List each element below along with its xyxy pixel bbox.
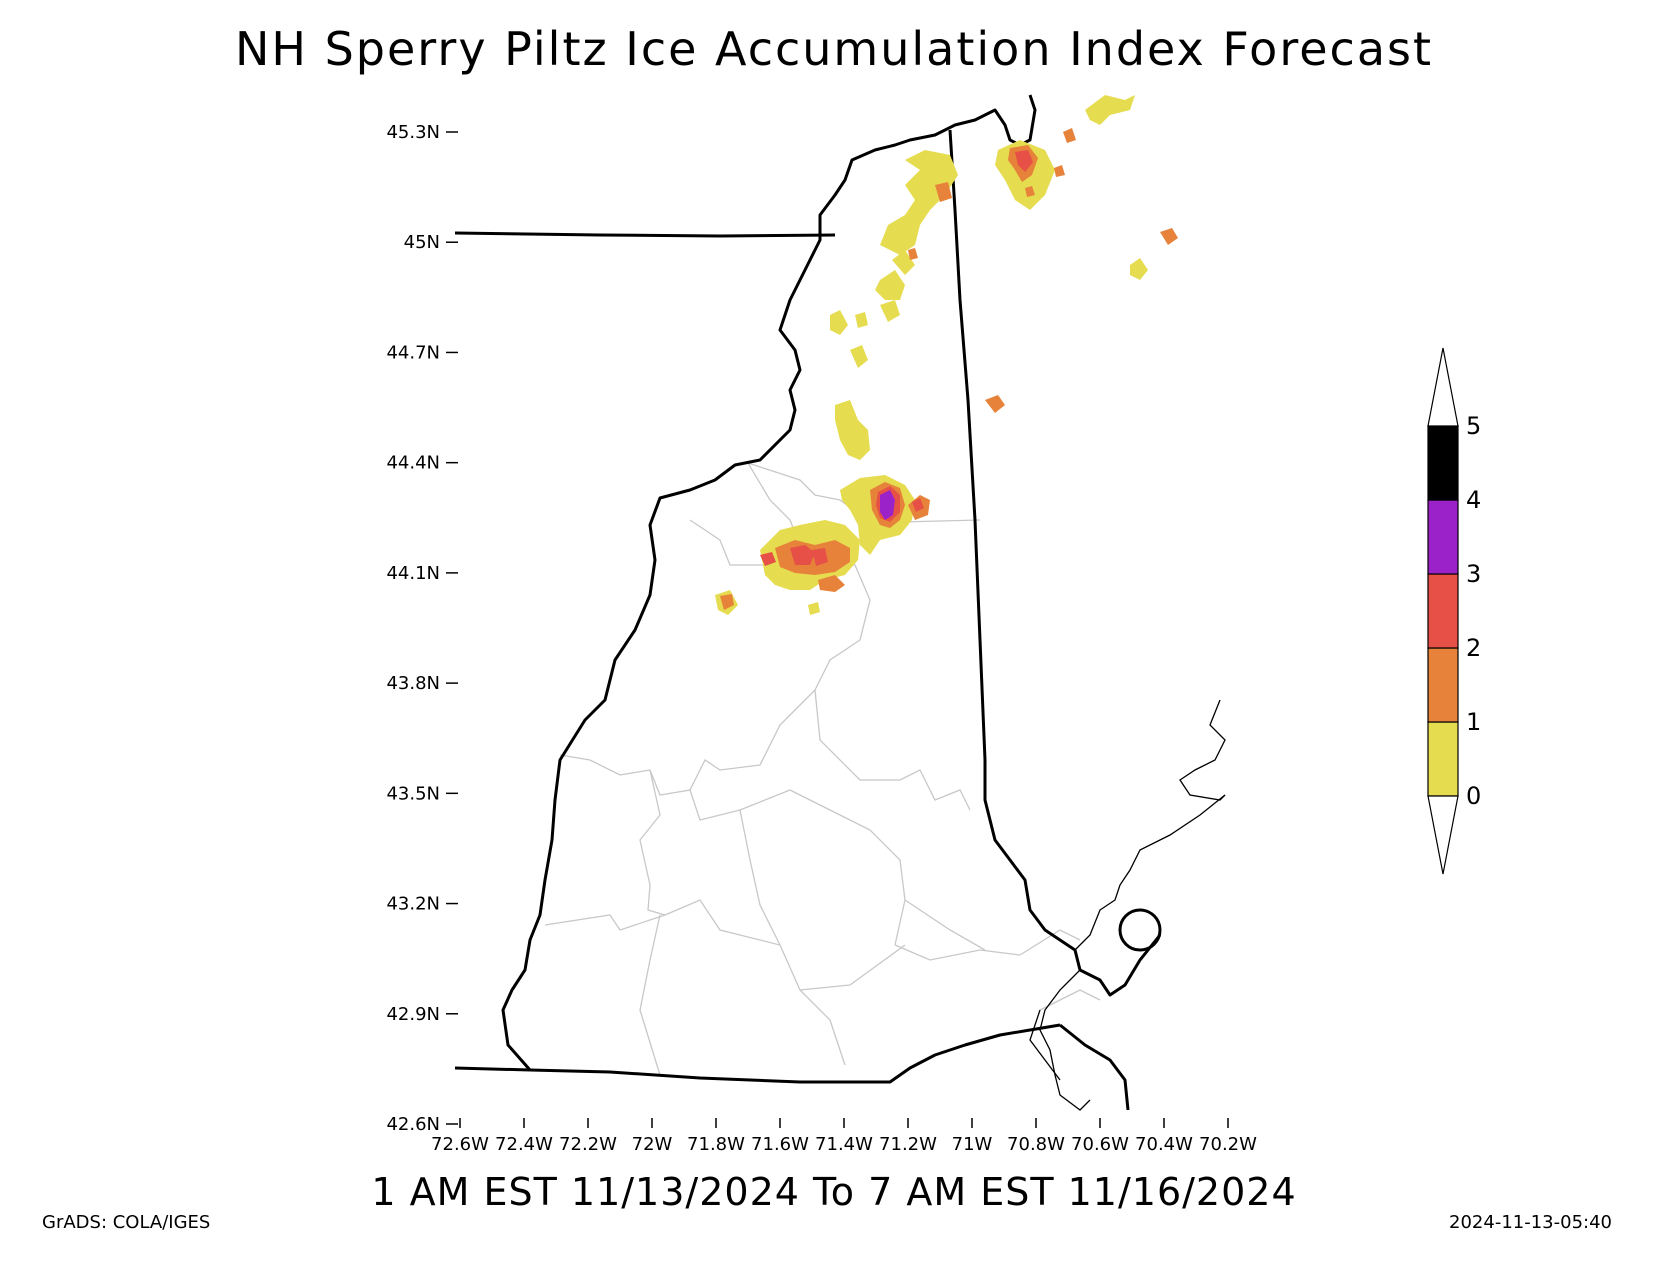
lon-tick-label: 72W xyxy=(632,1134,673,1155)
coastline xyxy=(1029,699,1226,1111)
colorbar-max-arrow xyxy=(1427,347,1459,427)
map-title: NH Sperry Piltz Ice Accumulation Index F… xyxy=(234,22,1434,76)
lon-tick-label: 71.6W xyxy=(751,1134,809,1155)
colorbar-label: 4 xyxy=(1466,486,1481,514)
lon-tick-label: 71.2W xyxy=(879,1134,937,1155)
lat-tick-label: 42.9N xyxy=(386,1004,440,1025)
lat-tick-label: 45.3N xyxy=(386,122,440,143)
latitude-axis: 45.3N 45N 44.7N 44.4N 44.1N 43.8N 43.5N 43.2N 42… xyxy=(386,122,458,1135)
contour-level-3 xyxy=(880,490,895,520)
lat-tick-label: 44.1N xyxy=(386,563,440,584)
ice-accumulation-contours xyxy=(715,95,1178,615)
colorbar: 0 1 2 3 4 5 xyxy=(1427,347,1481,875)
colorbar-label: 3 xyxy=(1466,560,1481,588)
lon-tick-label: 71.8W xyxy=(687,1134,745,1155)
longitude-axis: 72.6W 72.4W 72.2W 72W 71.8W 71.6W 71.4W 71.2W 71… xyxy=(431,1118,1257,1155)
colorbar-swatch xyxy=(1427,647,1459,723)
lat-tick-label: 43.2N xyxy=(386,894,440,915)
lon-tick-label: 72.6W xyxy=(431,1134,489,1155)
state-boundaries xyxy=(454,94,1162,1111)
lat-tick-label: 44.4N xyxy=(386,453,440,474)
colorbar-swatch xyxy=(1427,499,1459,575)
colorbar-swatch xyxy=(1427,721,1459,797)
lat-tick-label: 43.5N xyxy=(386,783,440,804)
lon-tick-label: 71W xyxy=(952,1134,993,1155)
lat-tick-label: 44.7N xyxy=(386,342,440,363)
valid-period: 1 AM EST 11/13/2024 To 7 AM EST 11/16/20… xyxy=(371,1170,1297,1214)
contour-level-0 xyxy=(715,95,1148,615)
colorbar-label: 5 xyxy=(1466,412,1481,440)
lon-tick-label: 72.2W xyxy=(559,1134,617,1155)
colorbar-label: 0 xyxy=(1466,782,1481,810)
lon-tick-label: 72.4W xyxy=(495,1134,553,1155)
colorbar-label: 1 xyxy=(1466,708,1481,736)
lon-tick-label: 70.4W xyxy=(1135,1134,1193,1155)
lon-tick-label: 70.6W xyxy=(1071,1134,1129,1155)
lon-tick-label: 71.4W xyxy=(815,1134,873,1155)
lat-tick-label: 43.8N xyxy=(386,673,440,694)
lon-tick-label: 70.2W xyxy=(1199,1134,1257,1155)
lat-tick-label: 42.6N xyxy=(386,1114,440,1135)
colorbar-swatch xyxy=(1427,573,1459,649)
colorbar-min-arrow xyxy=(1427,795,1459,875)
colorbar-label: 2 xyxy=(1466,634,1481,662)
lat-tick-label: 45N xyxy=(404,232,440,253)
timestamp: 2024-11-13-05:40 xyxy=(1449,1212,1612,1233)
contour-level-2 xyxy=(760,150,1033,566)
colorbar-swatch xyxy=(1427,425,1459,501)
lon-tick-label: 70.8W xyxy=(1007,1134,1065,1155)
grads-credit: GrADS: COLA/IGES xyxy=(42,1212,211,1233)
